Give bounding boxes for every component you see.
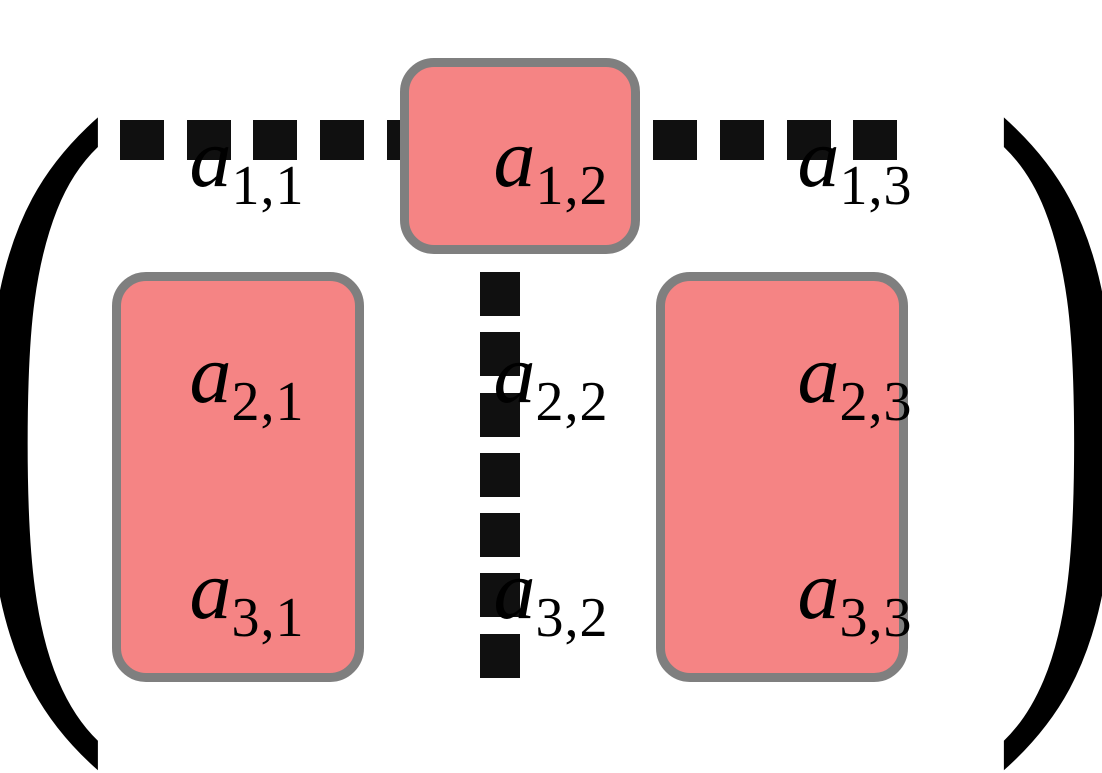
entry-3-3: a3,3 xyxy=(798,542,913,639)
cell-2-2: a2,2 xyxy=(399,266,703,482)
entry-3-1: a3,1 xyxy=(190,542,305,639)
matrix-grid: a1,1 a1,2 a1,3 a2,1 a2,2 a2,3 a3,1 a3,2 … xyxy=(95,50,1007,698)
cell-1-2: a1,2 xyxy=(399,50,703,266)
cell-1-3: a1,3 xyxy=(703,50,1007,266)
entry-2-2: a2,2 xyxy=(494,326,609,423)
entry-1-3: a1,3 xyxy=(798,110,913,207)
cell-2-1: a2,1 xyxy=(95,266,399,482)
cell-2-3: a2,3 xyxy=(703,266,1007,482)
matrix-diagram: ( ) a1,1 a1,2 a1,3 a2,1 a2,2 a2,3 a3,1 a… xyxy=(0,0,1102,748)
entry-2-1: a2,1 xyxy=(190,326,305,423)
cell-3-3: a3,3 xyxy=(703,482,1007,698)
cell-3-2: a3,2 xyxy=(399,482,703,698)
entry-1-1: a1,1 xyxy=(190,110,305,207)
cell-3-1: a3,1 xyxy=(95,482,399,698)
entry-1-2: a1,2 xyxy=(494,110,609,207)
entry-2-3: a2,3 xyxy=(798,326,913,423)
entry-3-2: a3,2 xyxy=(494,542,609,639)
cell-1-1: a1,1 xyxy=(95,50,399,266)
